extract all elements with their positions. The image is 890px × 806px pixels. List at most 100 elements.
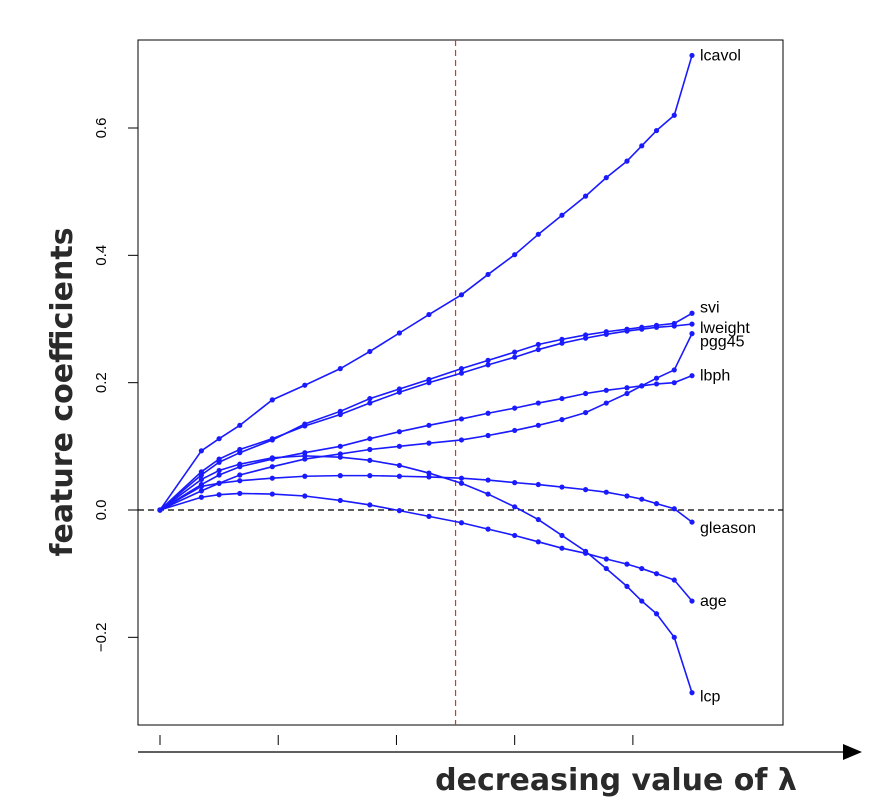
data-point — [237, 472, 243, 478]
y-tick-label: 0.4 — [93, 245, 110, 266]
data-point — [216, 467, 222, 474]
data-point — [396, 473, 402, 479]
data-point — [671, 577, 677, 583]
data-point — [603, 400, 609, 406]
data-point — [485, 491, 491, 497]
data-point — [535, 341, 541, 348]
data-point — [653, 611, 660, 617]
series-pgg45 — [157, 331, 695, 513]
series-lweight — [157, 321, 695, 513]
data-point — [458, 520, 465, 526]
data-point — [671, 112, 677, 118]
data-point — [458, 437, 465, 443]
y-tick-label: 0.0 — [93, 500, 110, 521]
data-point — [396, 443, 402, 449]
data-point — [302, 382, 308, 388]
data-point — [337, 411, 343, 418]
data-point — [512, 405, 518, 411]
data-point — [512, 480, 518, 486]
data-point — [198, 488, 204, 494]
series-gleason — [157, 473, 695, 525]
data-point — [367, 457, 373, 463]
data-point — [237, 478, 243, 484]
data-point — [689, 52, 695, 59]
data-point — [396, 429, 402, 435]
data-point — [367, 446, 373, 453]
series-group — [157, 52, 695, 696]
data-point — [269, 464, 275, 470]
data-point — [653, 375, 660, 381]
data-point — [269, 436, 275, 442]
series-lbph — [157, 373, 695, 513]
data-point — [458, 370, 465, 376]
data-point — [367, 400, 373, 406]
data-point — [302, 453, 308, 459]
data-point — [653, 381, 660, 387]
data-point — [671, 380, 677, 386]
data-point — [639, 326, 645, 332]
data-point — [583, 548, 589, 554]
data-point — [337, 473, 343, 479]
y-axis: −0.2 0.0 0.2 0.4 0.6 — [93, 118, 139, 652]
data-point — [198, 448, 204, 454]
series-label-lcp: lcp — [700, 689, 721, 706]
data-point — [671, 506, 677, 512]
data-point — [198, 483, 204, 490]
data-point — [624, 493, 630, 499]
x-axis-title: decreasing value of λ — [435, 763, 797, 798]
data-point — [269, 475, 275, 481]
data-point — [237, 461, 243, 467]
data-point — [689, 598, 695, 604]
data-point — [639, 598, 645, 604]
data-point — [216, 456, 222, 462]
data-point — [426, 470, 432, 476]
data-point — [485, 271, 491, 278]
data-point — [603, 175, 609, 181]
data-point — [583, 390, 589, 397]
series-line-age — [159, 492, 693, 602]
data-point — [269, 455, 275, 461]
data-point — [639, 383, 645, 389]
series-line-lbph — [159, 374, 693, 511]
data-point — [535, 422, 541, 428]
series-label-lbph: lbph — [700, 368, 730, 385]
data-point — [583, 193, 589, 199]
plot-frame — [137, 39, 784, 726]
series-label-svi: svi — [700, 299, 720, 316]
data-point — [583, 409, 589, 416]
data-point — [559, 395, 565, 402]
series-line-gleason — [159, 474, 693, 523]
data-point — [535, 516, 541, 523]
data-point — [603, 565, 609, 572]
data-point — [603, 489, 609, 495]
data-point — [485, 362, 491, 368]
y-axis-title: feature coefficients — [45, 227, 80, 556]
data-point — [367, 348, 373, 355]
data-point — [458, 480, 465, 486]
data-point — [535, 400, 541, 406]
data-point — [639, 143, 645, 149]
data-point — [237, 490, 243, 497]
data-point — [689, 321, 695, 327]
data-point — [485, 477, 491, 483]
data-point — [216, 472, 222, 478]
data-point — [535, 481, 541, 488]
data-point — [485, 432, 491, 439]
data-point — [603, 387, 609, 393]
series-label-age: age — [700, 593, 727, 610]
data-point — [689, 519, 695, 525]
data-point — [512, 427, 518, 434]
data-point — [671, 323, 677, 329]
series-label-lcavol: lcavol — [700, 47, 741, 64]
data-point — [198, 469, 204, 475]
series-line-lweight — [159, 323, 693, 511]
data-point — [237, 422, 243, 428]
data-point — [367, 436, 373, 442]
data-point — [559, 484, 565, 490]
data-point — [485, 357, 491, 363]
data-point — [559, 532, 565, 539]
data-point — [367, 502, 373, 508]
data-point — [512, 504, 518, 510]
